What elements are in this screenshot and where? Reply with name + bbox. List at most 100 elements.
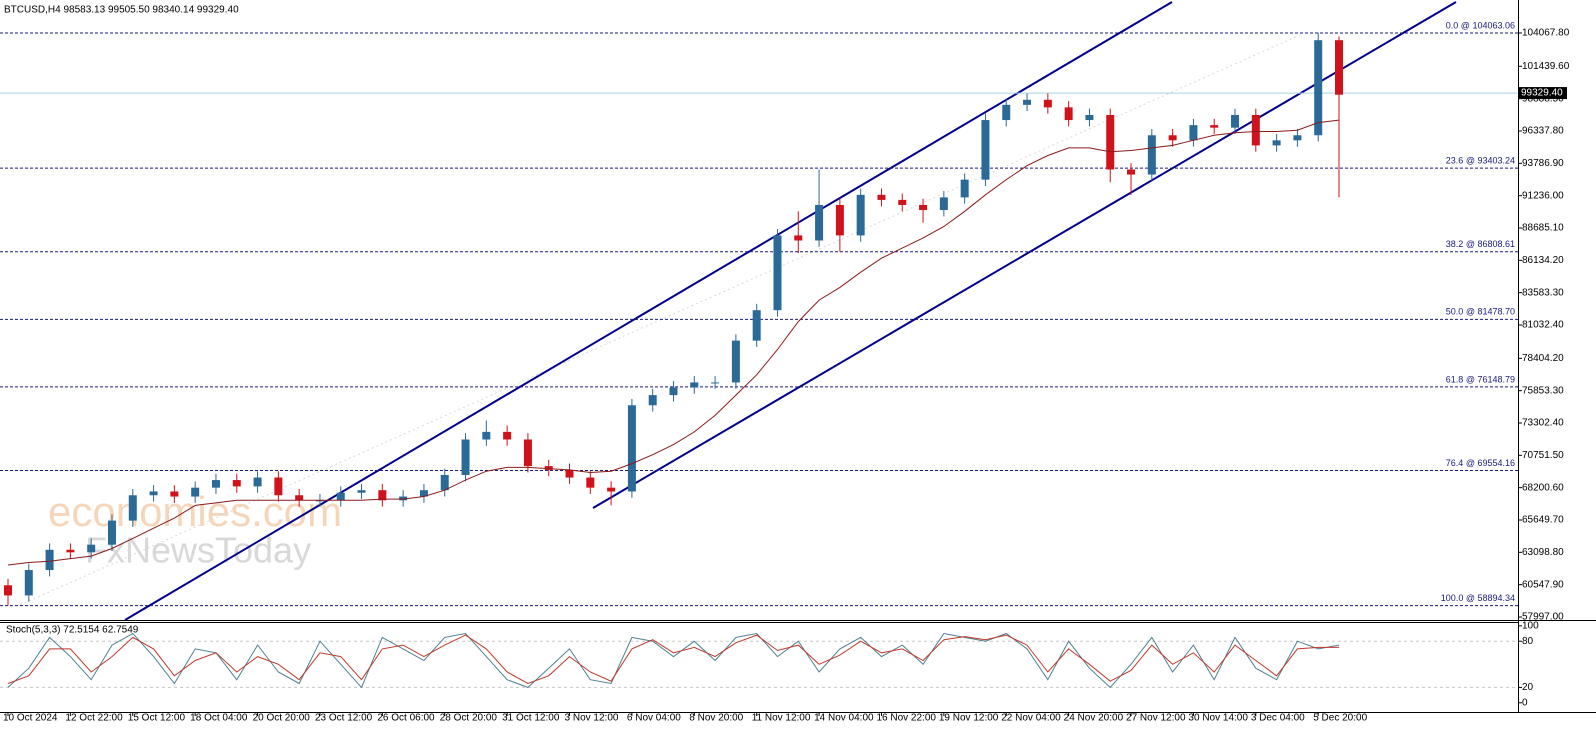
- candle-body: [752, 310, 761, 341]
- candle-body: [1272, 140, 1281, 146]
- candle-body: [586, 477, 595, 488]
- candle-body: [856, 194, 865, 236]
- stoch-line: [7, 632, 1340, 689]
- y-tick-label: 88685.10: [1522, 223, 1564, 234]
- y-tick-label: 81032.40: [1522, 320, 1564, 331]
- candle-body: [107, 520, 116, 545]
- candle-body: [253, 477, 262, 487]
- y-tick-label: 83583.30: [1522, 287, 1564, 298]
- fib-label: 38.2 @ 86808.61: [1446, 239, 1515, 249]
- candle-body: [1210, 125, 1219, 128]
- candle-body: [399, 496, 408, 501]
- candle-body: [1106, 114, 1115, 170]
- candle-body: [4, 585, 12, 596]
- candle-body: [419, 490, 428, 497]
- channel-line: [592, 1, 1457, 509]
- x-tick-label: 23 Oct 12:00: [315, 713, 373, 724]
- candle-body: [1251, 114, 1260, 146]
- candle-body: [482, 431, 491, 440]
- y-tick-label: 101439.60: [1522, 61, 1570, 72]
- candle-body: [939, 197, 948, 211]
- candle-body: [357, 490, 366, 493]
- x-tick-label: 6 Nov 04:00: [627, 713, 681, 724]
- candle-body: [274, 477, 283, 496]
- candle-body: [295, 495, 304, 501]
- candle-body: [1023, 99, 1032, 105]
- fib-label: 61.8 @ 76148.79: [1446, 374, 1515, 384]
- x-tick-label: 15 Oct 12:00: [128, 713, 186, 724]
- candle-body: [815, 204, 824, 241]
- x-tick-label: 28 Oct 20:00: [440, 713, 498, 724]
- candle-body: [627, 405, 636, 492]
- x-tick-label: 14 Nov 04:00: [814, 713, 874, 724]
- candle-body: [794, 235, 803, 241]
- x-tick-label: 19 Nov 12:00: [939, 713, 999, 724]
- x-tick-label: 22 Nov 04:00: [1001, 713, 1061, 724]
- candle-body: [503, 431, 512, 440]
- candle-body: [461, 439, 470, 475]
- x-tick-label: 5 Dec 20:00: [1313, 713, 1367, 724]
- y-tick-label: 57997.00: [1522, 612, 1564, 623]
- x-tick-label: 18 Oct 04:00: [190, 713, 248, 724]
- y-tick-label: 0: [1522, 697, 1528, 708]
- current-price-label: 99329.40: [1521, 88, 1563, 99]
- y-tick-label: 91236.00: [1522, 190, 1564, 201]
- y-tick-label: 65649.70: [1522, 515, 1564, 526]
- y-tick-label: 80: [1522, 636, 1534, 647]
- candle-body: [45, 549, 54, 571]
- x-tick-label: 8 Nov 20:00: [689, 713, 743, 724]
- x-tick-label: 11 Nov 12:00: [752, 713, 811, 724]
- candle-body: [1043, 99, 1052, 108]
- candle-body: [1064, 107, 1073, 121]
- candle-body: [981, 120, 990, 180]
- candle-body: [1314, 40, 1323, 136]
- candle-body: [773, 235, 782, 311]
- candle-body: [191, 487, 200, 497]
- candle-body: [336, 492, 345, 501]
- candle-body: [877, 194, 886, 200]
- y-tick-label: 73302.40: [1522, 418, 1564, 429]
- candle-body: [1002, 104, 1011, 121]
- x-tick-label: 26 Oct 06:00: [377, 713, 435, 724]
- candle-body: [690, 382, 699, 388]
- watermark-text: FxNewsToday: [85, 530, 311, 571]
- x-tick-label: 31 Oct 12:00: [502, 713, 560, 724]
- candle-body: [669, 387, 678, 396]
- candle-body: [440, 474, 449, 491]
- y-tick-label: 75853.30: [1522, 385, 1564, 396]
- moving-average: [7, 119, 1340, 566]
- candle-body: [1189, 125, 1198, 141]
- x-tick-label: 20 Oct 20:00: [253, 713, 311, 724]
- candle-body: [1085, 114, 1094, 121]
- x-tick-label: 3 Dec 04:00: [1251, 713, 1305, 724]
- y-tick-label: 70751.50: [1522, 450, 1564, 461]
- candle-body: [1293, 135, 1302, 141]
- candle-body: [66, 549, 75, 553]
- y-tick-label: 60547.90: [1522, 579, 1564, 590]
- candle-body: [960, 179, 969, 198]
- fib-label: 50.0 @ 81478.70: [1446, 307, 1515, 317]
- candle-body: [149, 491, 158, 496]
- y-tick-label: 68200.60: [1522, 482, 1564, 493]
- candle-body: [565, 469, 574, 478]
- candle-body: [711, 382, 720, 384]
- chart-title: BTCUSD,H4 98583.13 99505.50 98340.14 993…: [4, 5, 239, 16]
- y-tick-label: 20: [1522, 682, 1534, 693]
- y-tick-label: 93786.90: [1522, 158, 1564, 169]
- fib-label: 23.6 @ 93403.24: [1446, 156, 1515, 166]
- indicator-title: Stoch(5,3,3) 72.5154 62.7549: [6, 625, 139, 636]
- y-tick-label: 86134.20: [1522, 255, 1564, 266]
- candle-body: [835, 204, 844, 236]
- y-tick-label: 78404.20: [1522, 353, 1564, 364]
- current-price-box: [1519, 87, 1567, 100]
- candle-body: [607, 487, 616, 492]
- candle-body: [1168, 135, 1177, 141]
- candle-body: [1335, 40, 1343, 95]
- candle-body: [24, 570, 33, 596]
- candle-body: [232, 480, 241, 487]
- x-tick-label: 16 Nov 22:00: [876, 713, 936, 724]
- candle-body: [648, 395, 657, 406]
